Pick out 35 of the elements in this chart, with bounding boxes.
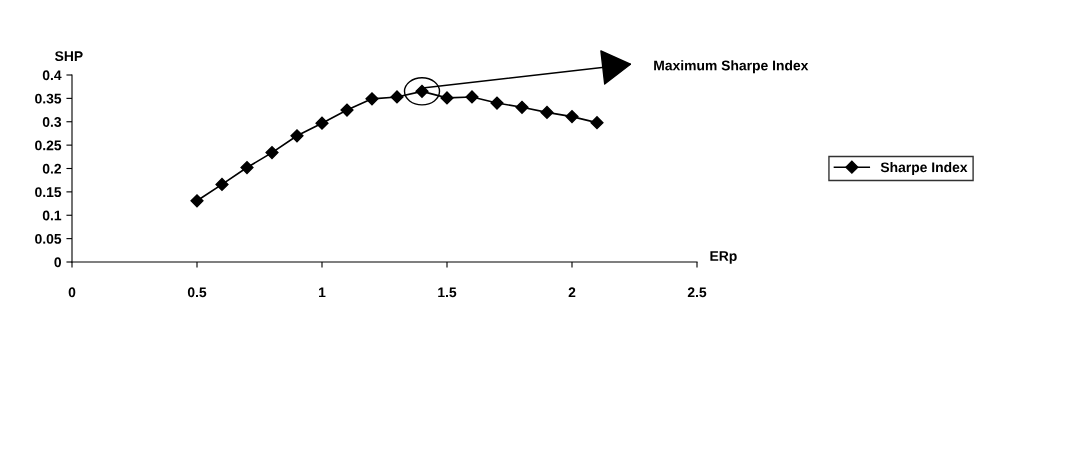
y-tick-label: 0.4	[42, 70, 62, 81]
y-tick-label: 0.15	[35, 187, 62, 198]
x-tick-label: 0	[68, 287, 76, 298]
y-tick-label: 0	[54, 257, 62, 268]
x-tick-label: 2.5	[687, 287, 707, 298]
y-tick-label: 0.3	[42, 117, 62, 127]
point	[390, 90, 404, 104]
text: Maximum Sharpe Index	[654, 60, 809, 74]
point	[365, 92, 379, 106]
point	[315, 116, 329, 130]
point	[465, 90, 479, 104]
point	[590, 116, 604, 130]
point	[440, 91, 454, 105]
point	[515, 100, 529, 114]
x-tick-label: 0.5	[187, 287, 207, 298]
point	[240, 160, 254, 175]
point	[265, 146, 279, 160]
point	[190, 194, 204, 208]
point	[215, 177, 229, 191]
x-axis-title: ERp	[710, 251, 737, 264]
point	[340, 103, 354, 117]
y-tick-label: 0.1	[42, 210, 62, 221]
x-tick-label: 1.5	[438, 287, 457, 298]
x-tick-label: 2	[568, 287, 576, 298]
y-axis-title: SHP	[54, 51, 83, 62]
y-tick-label: 0.2	[42, 163, 62, 174]
y-tick-label: 0.25	[35, 140, 62, 151]
y-tick-label: 0.35	[35, 93, 62, 104]
y-tick-label: 0.05	[35, 233, 62, 244]
point	[540, 105, 554, 119]
legend-label: Sharpe Index	[880, 162, 968, 175]
point	[565, 110, 579, 124]
point	[490, 96, 504, 110]
x-tick-label: 1	[319, 287, 326, 298]
point	[290, 129, 304, 143]
